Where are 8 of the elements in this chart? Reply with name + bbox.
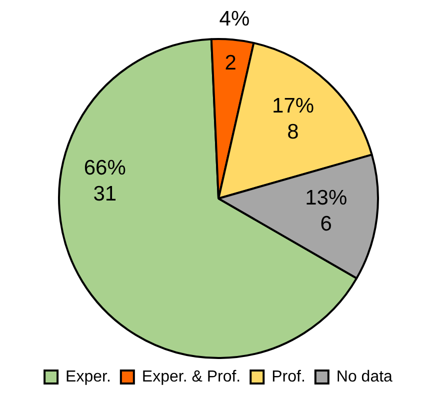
legend-label: Exper. & Prof. <box>142 368 241 386</box>
data-label: 4% 2 <box>219 8 250 74</box>
data-label: 13% 6 <box>305 186 348 236</box>
legend-label: No data <box>336 368 393 386</box>
legend-label: Prof. <box>272 368 306 386</box>
legend-label: Exper. <box>66 368 111 386</box>
data-label: 66% 31 <box>84 156 126 206</box>
data-label: 17% 8 <box>272 94 314 144</box>
